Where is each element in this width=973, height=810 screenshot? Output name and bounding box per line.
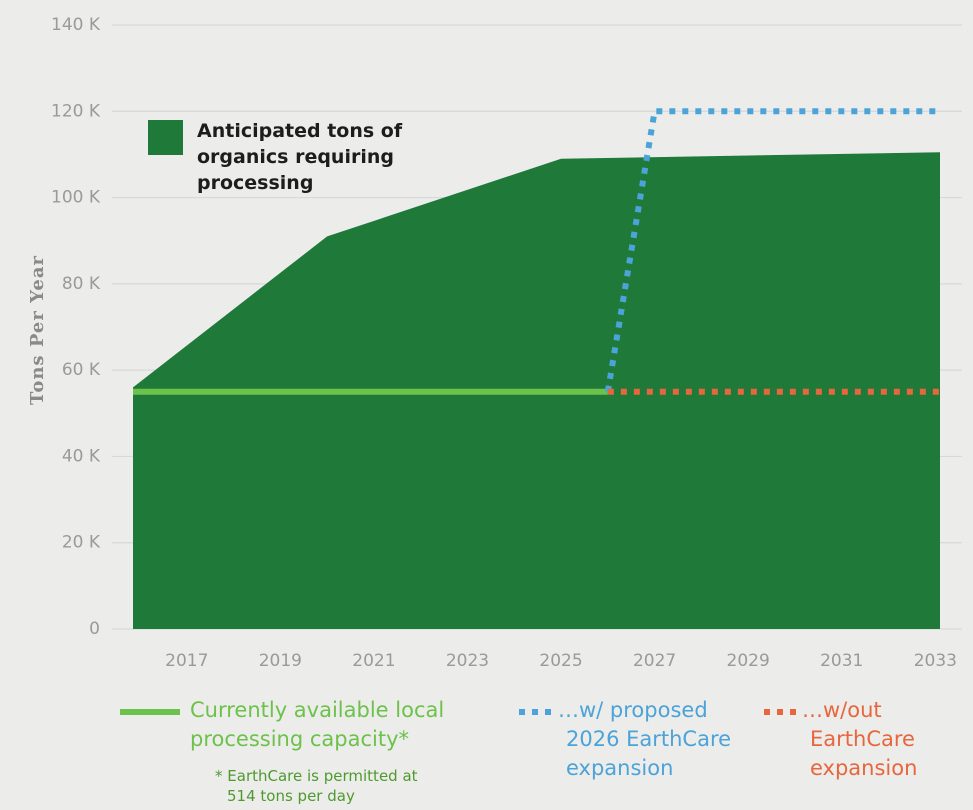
- x-tick-label: 2017: [165, 651, 208, 671]
- legend-label: …w/out EarthCare expansion: [802, 698, 918, 780]
- y-axis-label: Tons Per Year: [27, 255, 48, 405]
- x-tick-label: 2023: [446, 651, 489, 671]
- y-tick-label: 0: [89, 619, 100, 639]
- x-tick-label: 2021: [352, 651, 395, 671]
- legend-label: Anticipated tons of organics requiring p…: [197, 120, 403, 194]
- y-tick-label: 100 K: [51, 188, 101, 208]
- x-tick-label: 2033: [914, 651, 957, 671]
- legend-label: Currently available local processing cap…: [190, 698, 445, 751]
- line: [604, 108, 940, 393]
- footnote: * EarthCare is permitted at 514 tons per…: [215, 767, 418, 805]
- legend-label: …w/ proposed 2026 EarthCare expansion: [558, 698, 732, 780]
- y-tick-label: 140 K: [51, 15, 101, 35]
- y-tick-label: 20 K: [62, 533, 101, 553]
- x-tick-label: 2031: [820, 651, 863, 671]
- y-tick-label: 80 K: [62, 274, 101, 294]
- legend-swatch: [148, 120, 183, 155]
- x-tick-label: 2029: [727, 651, 770, 671]
- x-tick-label: 2025: [539, 651, 582, 671]
- y-tick-label: 60 K: [62, 360, 101, 380]
- y-tick-label: 120 K: [51, 101, 101, 121]
- x-tick-label: 2027: [633, 651, 676, 671]
- y-tick-label: 40 K: [62, 446, 101, 466]
- x-tick-label: 2019: [259, 651, 302, 671]
